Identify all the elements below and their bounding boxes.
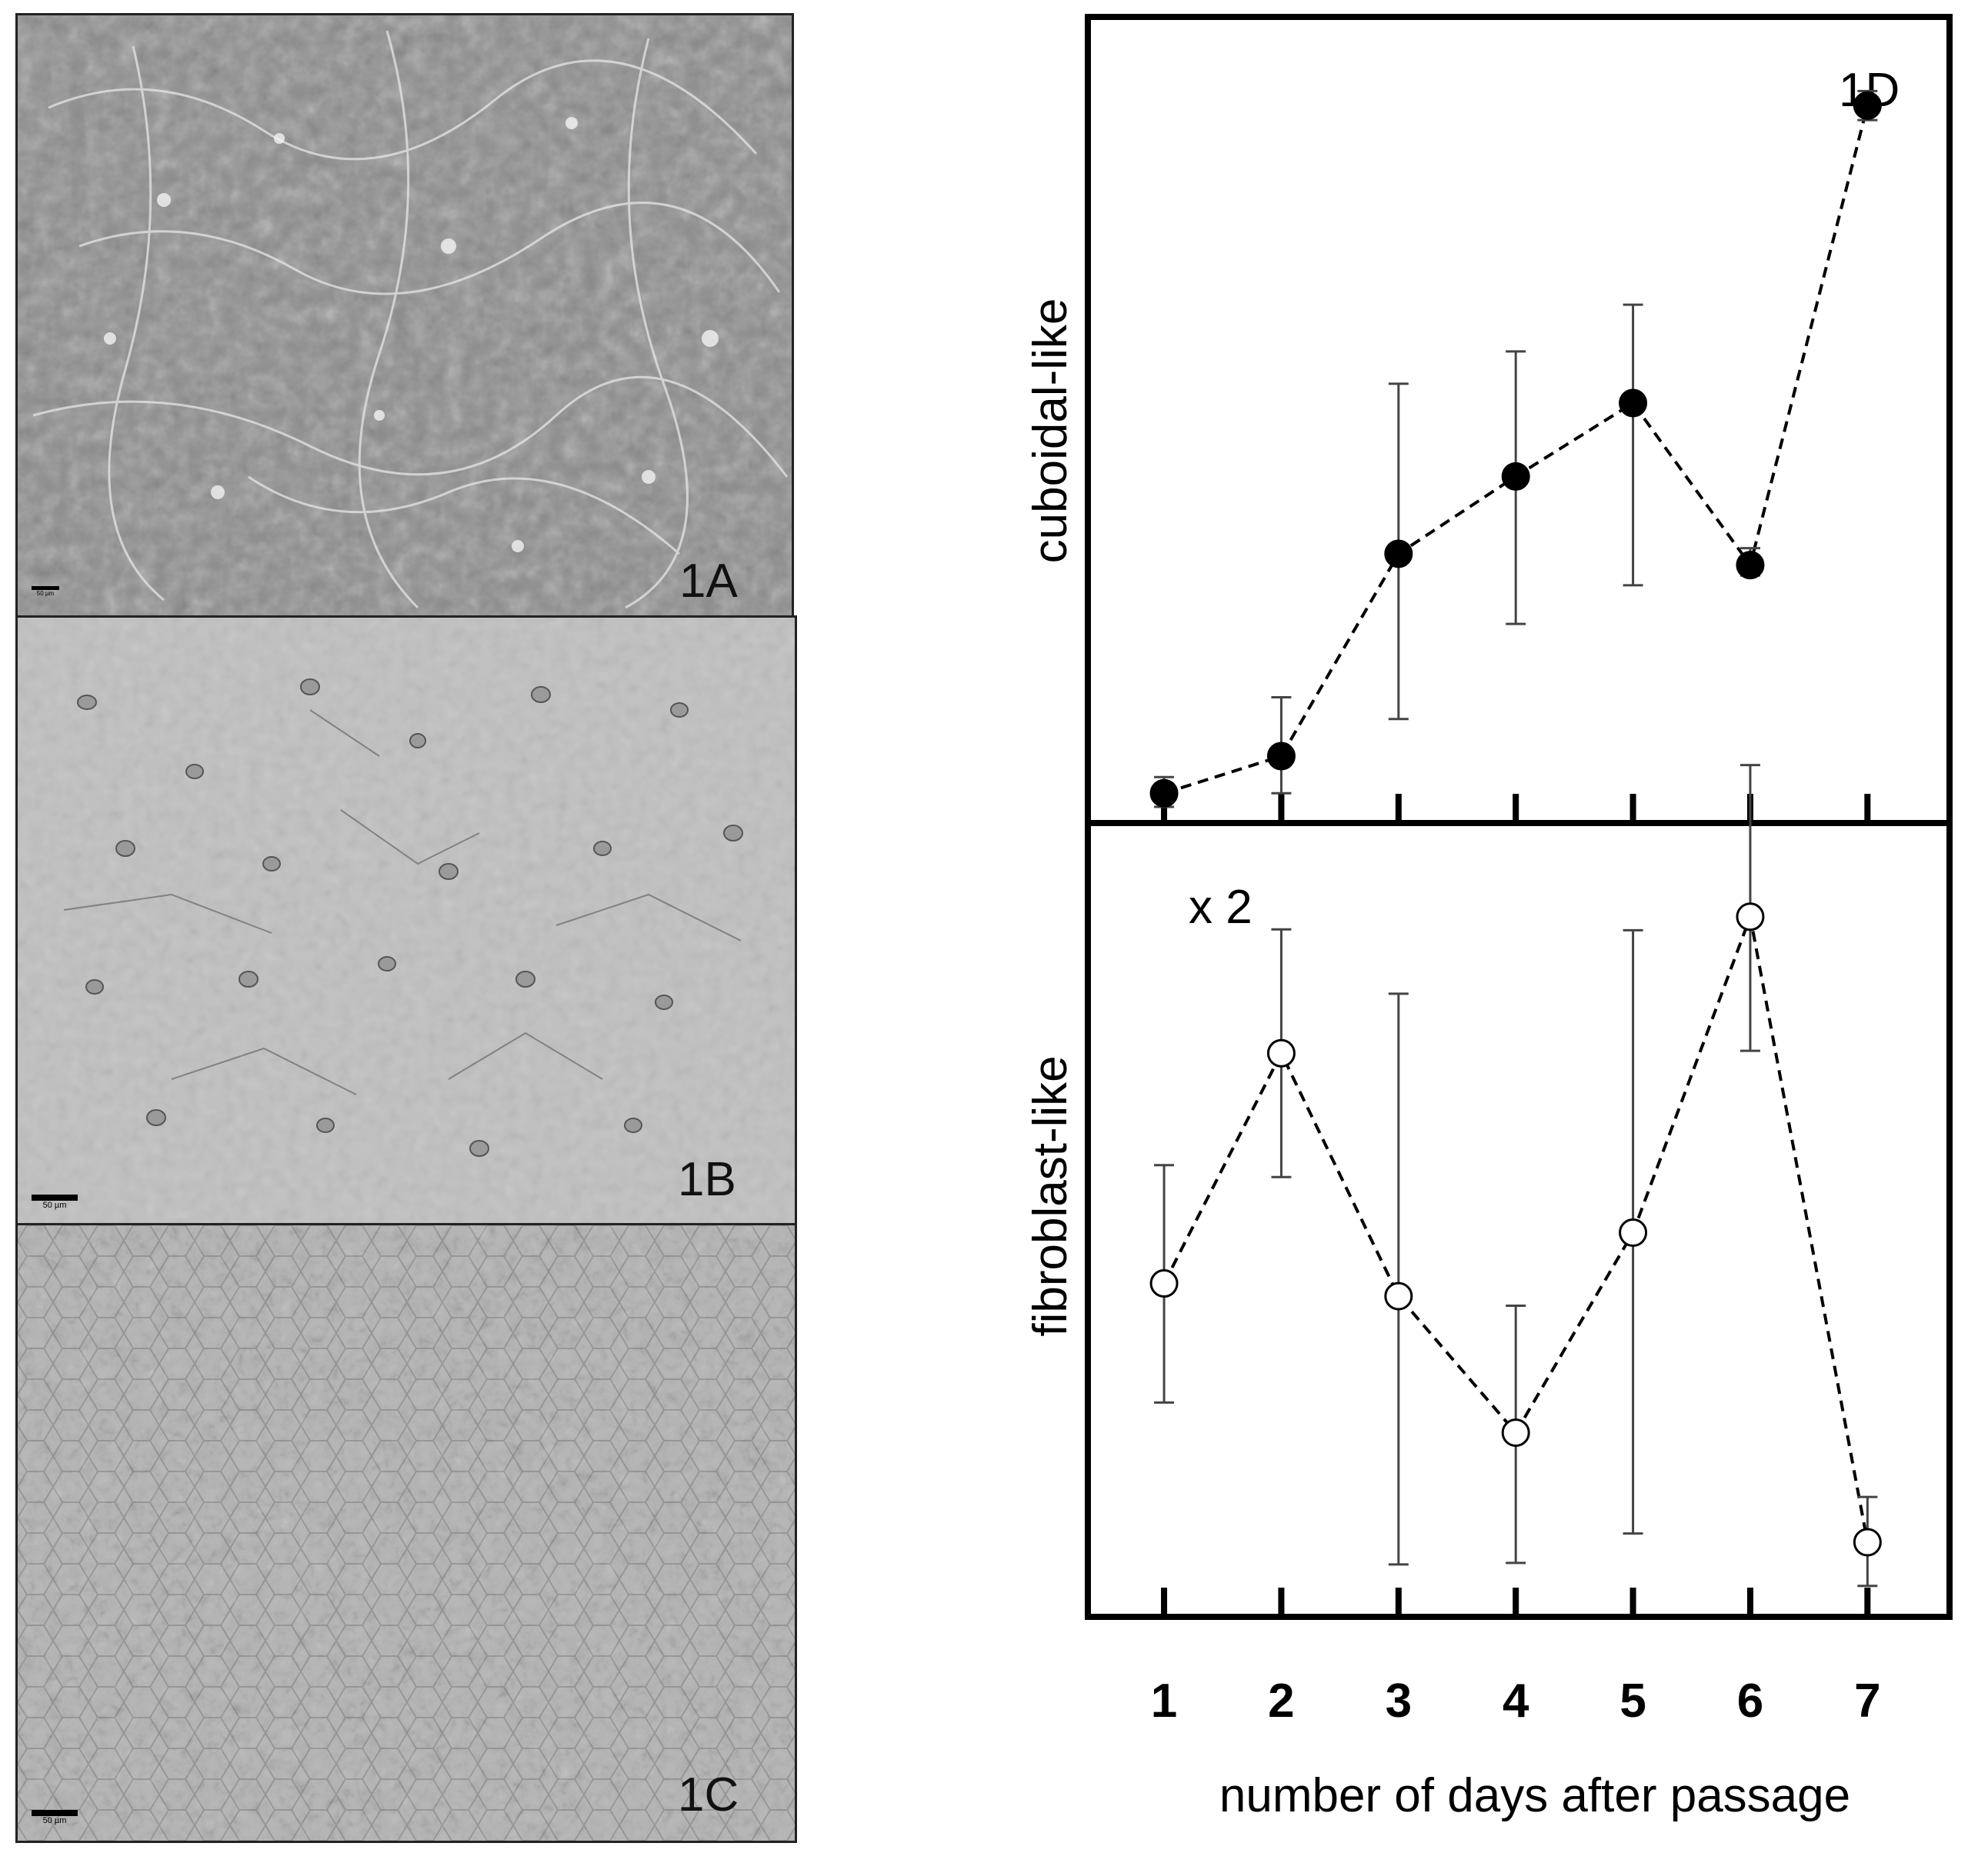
cuboidal-data-point <box>1619 388 1648 418</box>
fibroblast-data-point <box>1501 1418 1530 1448</box>
micrograph-panel-b: 50 µm 1B <box>15 615 797 1228</box>
top-plot-frame <box>1085 14 1953 826</box>
fibroblast-data-point <box>1736 902 1765 931</box>
fibroblast-data-point <box>1384 1281 1413 1311</box>
cuboidal-data-point <box>1501 462 1530 491</box>
fibroblast-data-point <box>1853 1528 1882 1557</box>
micrograph-a-texture <box>18 15 792 618</box>
x-tick-label: 5 <box>1619 1675 1646 1728</box>
panel-label-1c: 1C <box>678 1768 739 1821</box>
scale-bar-b: 50 µm <box>32 1195 78 1210</box>
bottom-plot-frame <box>1085 820 1953 1620</box>
scale-bar-a: 50 µm <box>32 586 59 597</box>
fibroblast-data-point <box>1266 1038 1296 1068</box>
x-tick-label: 1 <box>1151 1675 1177 1728</box>
x-axis-title: number of days after passage <box>1219 1769 1850 1822</box>
micrograph-panel-a: 50 µm 1A <box>15 13 794 621</box>
cuboidal-data-point <box>1149 778 1179 808</box>
micrograph-panel-c: 50 µm 1C <box>15 1223 797 1843</box>
cuboidal-data-point <box>1736 551 1765 580</box>
bottom-y-axis-title: fibroblast-like <box>1024 1055 1077 1336</box>
scale-bar-c: 50 µm <box>32 1810 78 1825</box>
x-tick-label: 7 <box>1854 1675 1880 1728</box>
cuboidal-data-point <box>1853 91 1882 120</box>
fibroblast-data-point <box>1149 1269 1179 1298</box>
chart-1d: 1D x 2 cuboidal-like fibroblast-like num… <box>1024 14 1953 1822</box>
x-tick-label: 4 <box>1503 1675 1529 1728</box>
cuboidal-data-point <box>1384 539 1413 568</box>
panel-label-1b: 1B <box>678 1153 736 1206</box>
top-y-axis-title: cuboidal-like <box>1024 298 1077 564</box>
micrograph-b-texture <box>18 618 795 1225</box>
fibroblast-data-point <box>1619 1218 1648 1248</box>
micrograph-c-texture <box>18 1225 795 1841</box>
x-tick-label: 3 <box>1386 1675 1412 1728</box>
scale-factor-annotation: x 2 <box>1189 881 1253 934</box>
x-tick-label: 6 <box>1737 1675 1763 1728</box>
x-tick-label: 2 <box>1268 1675 1294 1728</box>
cuboidal-data-point <box>1266 742 1296 771</box>
panel-label-1a: 1A <box>679 555 738 608</box>
